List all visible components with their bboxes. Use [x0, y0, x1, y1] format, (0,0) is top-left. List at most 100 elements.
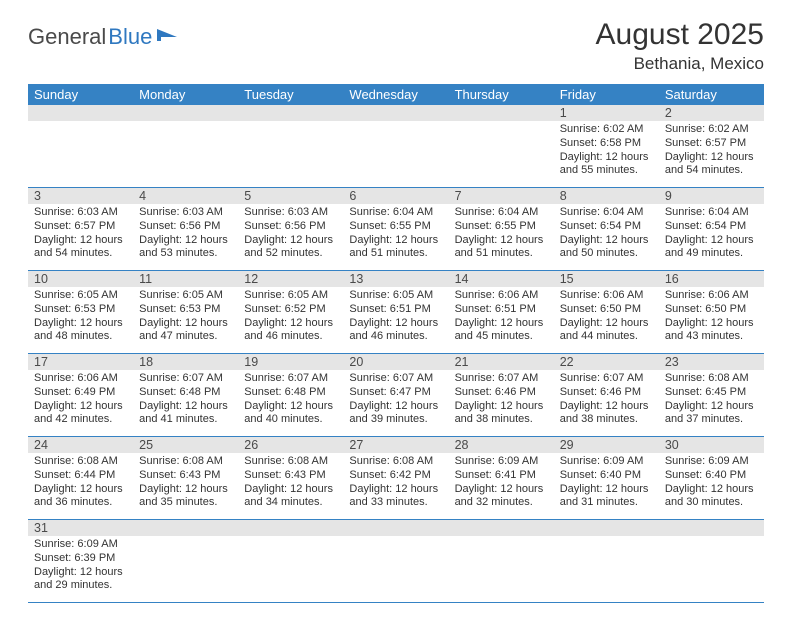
title-block: August 2025 Bethania, Mexico [596, 18, 764, 74]
daylight-text: and 37 minutes. [665, 413, 758, 427]
sunrise-text: Sunrise: 6:05 AM [139, 289, 232, 303]
day-number: 29 [554, 437, 659, 453]
day-details: Sunrise: 6:08 AMSunset: 6:43 PMDaylight:… [139, 455, 232, 510]
day-number: 12 [238, 271, 343, 287]
day-number: 28 [449, 437, 554, 453]
sunset-text: Sunset: 6:39 PM [34, 552, 127, 566]
week-row: Sunrise: 6:08 AMSunset: 6:44 PMDaylight:… [28, 453, 764, 520]
daylight-text: Daylight: 12 hours [665, 317, 758, 331]
sunset-text: Sunset: 6:52 PM [244, 303, 337, 317]
day-number: 8 [554, 188, 659, 204]
day-details: Sunrise: 6:07 AMSunset: 6:48 PMDaylight:… [244, 372, 337, 427]
day-cell [133, 536, 238, 602]
daylight-text: Daylight: 12 hours [560, 317, 653, 331]
day-cell: Sunrise: 6:05 AMSunset: 6:51 PMDaylight:… [343, 287, 448, 353]
day-number [554, 520, 659, 536]
day-number: 30 [659, 437, 764, 453]
daylight-text: and 45 minutes. [455, 330, 548, 344]
day-cell: Sunrise: 6:07 AMSunset: 6:48 PMDaylight:… [133, 370, 238, 436]
sunset-text: Sunset: 6:40 PM [665, 469, 758, 483]
day-cell: Sunrise: 6:07 AMSunset: 6:47 PMDaylight:… [343, 370, 448, 436]
day-cell: Sunrise: 6:06 AMSunset: 6:50 PMDaylight:… [659, 287, 764, 353]
daylight-text: and 55 minutes. [560, 164, 653, 178]
day-number: 18 [133, 354, 238, 370]
day-number: 26 [238, 437, 343, 453]
sunset-text: Sunset: 6:56 PM [139, 220, 232, 234]
daylight-text: and 38 minutes. [560, 413, 653, 427]
day-cell [449, 536, 554, 602]
sunrise-text: Sunrise: 6:09 AM [560, 455, 653, 469]
sunrise-text: Sunrise: 6:09 AM [34, 538, 127, 552]
day-number: 7 [449, 188, 554, 204]
daylight-text: Daylight: 12 hours [455, 483, 548, 497]
day-number: 22 [554, 354, 659, 370]
day-details: Sunrise: 6:04 AMSunset: 6:54 PMDaylight:… [560, 206, 653, 261]
sunset-text: Sunset: 6:51 PM [349, 303, 442, 317]
day-number [133, 105, 238, 121]
sunrise-text: Sunrise: 6:04 AM [455, 206, 548, 220]
daylight-text: Daylight: 12 hours [244, 317, 337, 331]
daylight-text: and 32 minutes. [455, 496, 548, 510]
day-details: Sunrise: 6:08 AMSunset: 6:44 PMDaylight:… [34, 455, 127, 510]
day-cell: Sunrise: 6:02 AMSunset: 6:57 PMDaylight:… [659, 121, 764, 187]
weekday-header: Sunday [28, 84, 133, 105]
brand-part2: Blue [108, 24, 152, 50]
day-details: Sunrise: 6:06 AMSunset: 6:51 PMDaylight:… [455, 289, 548, 344]
sunset-text: Sunset: 6:58 PM [560, 137, 653, 151]
daylight-text: and 30 minutes. [665, 496, 758, 510]
daylight-text: and 51 minutes. [455, 247, 548, 261]
day-number [28, 105, 133, 121]
day-details: Sunrise: 6:03 AMSunset: 6:56 PMDaylight:… [244, 206, 337, 261]
daylight-text: and 36 minutes. [34, 496, 127, 510]
sunset-text: Sunset: 6:57 PM [665, 137, 758, 151]
sunset-text: Sunset: 6:48 PM [244, 386, 337, 400]
brand-part1: General [28, 24, 106, 50]
daylight-text: Daylight: 12 hours [560, 151, 653, 165]
daynum-row: 31 [28, 520, 764, 536]
daylight-text: and 39 minutes. [349, 413, 442, 427]
day-details: Sunrise: 6:09 AMSunset: 6:40 PMDaylight:… [665, 455, 758, 510]
daylight-text: and 43 minutes. [665, 330, 758, 344]
day-details: Sunrise: 6:02 AMSunset: 6:58 PMDaylight:… [560, 123, 653, 178]
page-header: GeneralBlue August 2025 Bethania, Mexico [28, 18, 764, 74]
daylight-text: Daylight: 12 hours [139, 317, 232, 331]
weekday-header-row: SundayMondayTuesdayWednesdayThursdayFrid… [28, 84, 764, 105]
day-cell [554, 536, 659, 602]
daylight-text: Daylight: 12 hours [34, 400, 127, 414]
sunrise-text: Sunrise: 6:02 AM [560, 123, 653, 137]
daylight-text: Daylight: 12 hours [34, 566, 127, 580]
day-cell: Sunrise: 6:07 AMSunset: 6:46 PMDaylight:… [554, 370, 659, 436]
sunset-text: Sunset: 6:49 PM [34, 386, 127, 400]
week-row: Sunrise: 6:06 AMSunset: 6:49 PMDaylight:… [28, 370, 764, 437]
day-number: 27 [343, 437, 448, 453]
day-details: Sunrise: 6:09 AMSunset: 6:41 PMDaylight:… [455, 455, 548, 510]
day-details: Sunrise: 6:02 AMSunset: 6:57 PMDaylight:… [665, 123, 758, 178]
daylight-text: Daylight: 12 hours [349, 317, 442, 331]
daylight-text: and 51 minutes. [349, 247, 442, 261]
brand-logo: GeneralBlue [28, 24, 179, 50]
sunrise-text: Sunrise: 6:04 AM [560, 206, 653, 220]
daylight-text: and 54 minutes. [34, 247, 127, 261]
daylight-text: Daylight: 12 hours [665, 400, 758, 414]
daylight-text: Daylight: 12 hours [455, 317, 548, 331]
day-cell: Sunrise: 6:04 AMSunset: 6:54 PMDaylight:… [659, 204, 764, 270]
day-cell: Sunrise: 6:06 AMSunset: 6:49 PMDaylight:… [28, 370, 133, 436]
sunrise-text: Sunrise: 6:07 AM [560, 372, 653, 386]
location: Bethania, Mexico [596, 54, 764, 74]
day-cell [659, 536, 764, 602]
day-details: Sunrise: 6:08 AMSunset: 6:43 PMDaylight:… [244, 455, 337, 510]
day-number: 9 [659, 188, 764, 204]
day-cell: Sunrise: 6:05 AMSunset: 6:53 PMDaylight:… [133, 287, 238, 353]
day-details: Sunrise: 6:04 AMSunset: 6:55 PMDaylight:… [349, 206, 442, 261]
day-number: 6 [343, 188, 448, 204]
sunset-text: Sunset: 6:43 PM [139, 469, 232, 483]
daylight-text: Daylight: 12 hours [665, 234, 758, 248]
day-cell: Sunrise: 6:07 AMSunset: 6:46 PMDaylight:… [449, 370, 554, 436]
sunrise-text: Sunrise: 6:07 AM [139, 372, 232, 386]
day-cell: Sunrise: 6:04 AMSunset: 6:55 PMDaylight:… [343, 204, 448, 270]
day-number: 5 [238, 188, 343, 204]
day-cell [133, 121, 238, 187]
day-cell [238, 536, 343, 602]
daynum-row: 10111213141516 [28, 271, 764, 287]
daylight-text: Daylight: 12 hours [455, 234, 548, 248]
